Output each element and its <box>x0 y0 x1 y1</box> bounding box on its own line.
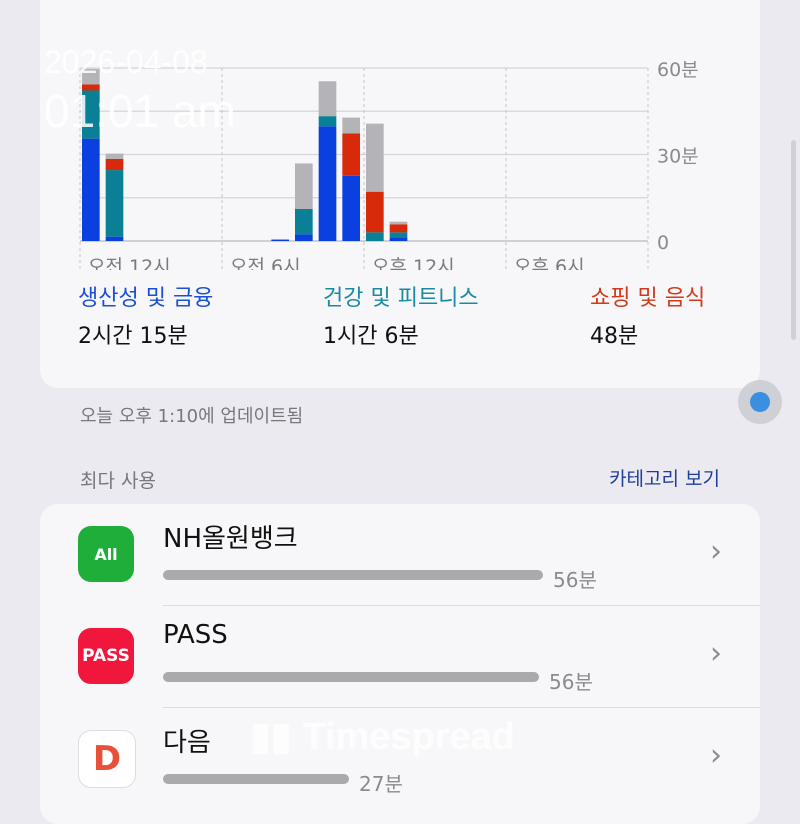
bar-segment <box>318 126 337 241</box>
bar-segment <box>389 224 408 233</box>
bar-segment <box>389 221 408 225</box>
bar-segment <box>105 170 124 237</box>
legend-health: 건강 및 피트니스 <box>323 286 479 311</box>
updated-text: 오늘 오후 1:10에 업데이트됨 <box>80 406 304 427</box>
bar-segment <box>318 116 337 127</box>
legend-health-value: 1시간 6분 <box>323 324 419 349</box>
y-tick-label: 60분 <box>657 59 699 81</box>
watermark-time: 01:01 am <box>44 85 236 137</box>
app-icon: D <box>78 730 136 788</box>
bar-segment <box>342 117 360 134</box>
bar-segment <box>389 232 408 238</box>
app-name: NH올원뱅크 <box>163 524 298 554</box>
divider <box>163 605 760 606</box>
dot-icon <box>750 392 770 412</box>
bar-segment <box>318 81 337 117</box>
usage-duration: 56분 <box>549 670 593 694</box>
watermark-date: 2026-04-08 <box>44 44 208 80</box>
bar-segment <box>295 163 313 209</box>
y-tick-label: 30분 <box>657 146 699 168</box>
bar-segment <box>105 153 124 159</box>
legend-shopping: 쇼핑 및 음식 <box>590 286 706 311</box>
chevron-right-icon: › <box>710 738 722 773</box>
bar-segment <box>82 68 100 85</box>
most-used-title: 최다 사용 <box>80 470 156 492</box>
bar-segment <box>342 133 360 176</box>
app-icon: All <box>78 526 134 582</box>
x-tick-label: 오전 6시 <box>230 256 301 270</box>
app-row[interactable]: PASS PASS 56분 › <box>40 606 760 708</box>
bar-segment <box>105 158 124 171</box>
bar-segment <box>342 175 360 241</box>
chevron-right-icon: › <box>710 636 722 671</box>
app-icon: PASS <box>78 628 134 684</box>
app-row[interactable]: All NH올원뱅크 56분 › <box>40 504 760 606</box>
hourly-usage-chart: 오전 12시 오전 6시 오후 12시 오후 6시 60분 30분 0 <box>79 59 699 270</box>
y-tick-label: 0 <box>657 232 669 254</box>
assistive-touch-button[interactable] <box>738 380 782 424</box>
view-categories-link[interactable]: 카테고리 보기 <box>609 468 720 490</box>
bar-segment <box>389 237 408 241</box>
usage-duration: 56분 <box>553 568 597 592</box>
app-row[interactable]: D 다음 27분 › <box>40 708 760 810</box>
chevron-right-icon: › <box>710 534 722 569</box>
x-tick-label: 오후 6시 <box>514 256 585 270</box>
app-name: PASS <box>163 620 228 650</box>
bar-segment <box>366 232 384 241</box>
bar-segment <box>295 234 313 241</box>
bar-segment <box>105 236 124 241</box>
usage-bar <box>163 672 539 682</box>
x-tick-label: 오전 12시 <box>88 256 171 270</box>
bar-segment <box>82 90 100 139</box>
x-tick-label: 오후 12시 <box>372 256 455 270</box>
usage-bar <box>163 570 543 580</box>
bar-segment <box>271 239 289 241</box>
brand-logo-icon: ▮▮ <box>250 716 303 758</box>
watermark-brand: ▮▮ Timespread <box>250 714 515 759</box>
divider <box>163 707 760 708</box>
usage-bar <box>163 774 349 784</box>
bar-segment <box>366 191 384 233</box>
bar-segment <box>366 123 384 192</box>
legend-productivity: 생산성 및 금융 <box>78 286 214 311</box>
scrollbar[interactable] <box>791 140 796 340</box>
most-used-list: All NH올원뱅크 56분 › PASS PASS 56분 › D 다음 27… <box>40 504 760 824</box>
bar-segment <box>82 138 100 241</box>
usage-duration: 27분 <box>359 772 403 796</box>
watermark-brand-text: Timespread <box>302 716 516 758</box>
app-name: 다음 <box>163 728 211 758</box>
legend-productivity-value: 2시간 15분 <box>78 324 188 349</box>
bar-segment <box>295 208 313 235</box>
legend-shopping-value: 48분 <box>590 324 639 349</box>
bar-segment <box>82 84 100 91</box>
